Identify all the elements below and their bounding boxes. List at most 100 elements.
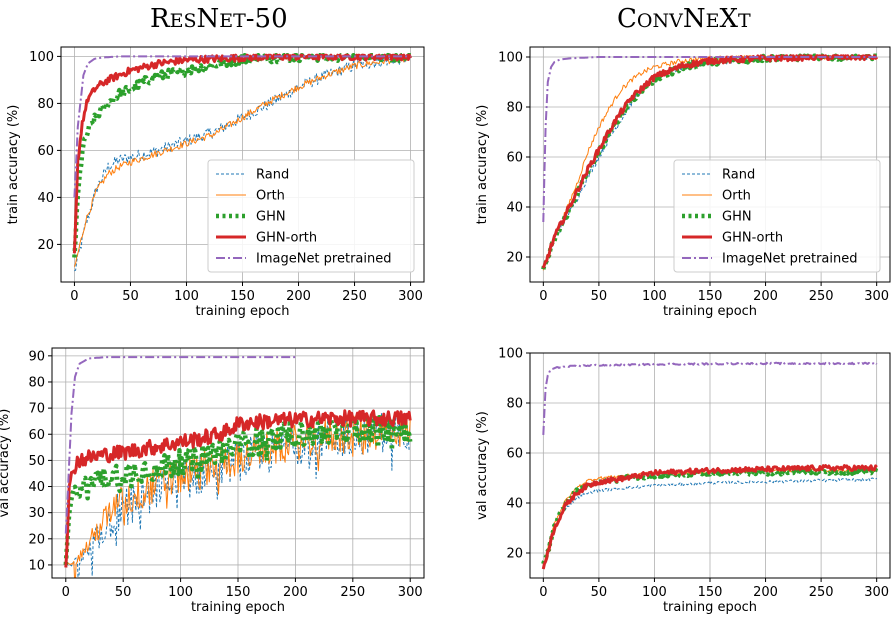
legend-label: ImageNet pretrained <box>256 252 391 267</box>
x-tick-label: 300 <box>398 585 423 600</box>
series-line-ghn-orth <box>541 464 878 570</box>
x-tick-label: 50 <box>591 289 608 304</box>
legend: Rand Orth GHN GHN-orth ImageNet pretrained <box>207 159 415 273</box>
y-tick-label: 30 <box>28 506 45 521</box>
convnext-column-title: CONVNEXT <box>617 4 751 34</box>
y-tick-label: 90 <box>28 349 45 364</box>
x-tick-label: 300 <box>398 289 423 304</box>
legend-label: GHN-orth <box>256 231 317 246</box>
y-tick-label: 20 <box>506 547 523 562</box>
y-tick-label: 80 <box>506 397 523 412</box>
series-group <box>72 52 412 272</box>
legend-label: Rand <box>722 168 755 183</box>
title-part: E <box>705 10 720 32</box>
x-tick-label: 200 <box>283 585 308 600</box>
y-tick-label: 20 <box>37 238 54 253</box>
x-tick-label: 50 <box>122 289 139 304</box>
x-axis-label: training epoch <box>195 304 289 319</box>
title-part: ONV <box>636 10 683 32</box>
x-tick-label: 200 <box>753 585 778 600</box>
y-tick-label: 70 <box>28 402 45 417</box>
y-tick-label: 80 <box>37 97 54 112</box>
y-tick-label: 40 <box>37 191 54 206</box>
legend-label: GHN-orth <box>722 231 783 246</box>
x-tick-label: 100 <box>642 585 667 600</box>
legend-label: Rand <box>256 168 289 183</box>
series-line-ghn-orth <box>64 409 412 568</box>
series-line-orth <box>65 413 411 578</box>
y-axis-label: train accuracy (%) <box>475 105 490 225</box>
title-part: T <box>737 10 751 32</box>
x-tick-label: 0 <box>539 289 547 304</box>
x-tick-label: 150 <box>698 585 723 600</box>
title-part: N <box>682 4 706 34</box>
series-line-ghn-orth <box>541 54 879 269</box>
x-tick-label: 0 <box>70 289 78 304</box>
title-part: N <box>196 4 220 34</box>
x-tick-label: 100 <box>642 289 667 304</box>
x-tick-label: 250 <box>809 585 834 600</box>
x-tick-label: 100 <box>174 289 199 304</box>
series-group <box>541 361 879 570</box>
legend-label: GHN <box>256 210 286 225</box>
title-part: -50 <box>245 4 288 34</box>
x-tick-label: 150 <box>698 289 723 304</box>
y-tick-label: 80 <box>28 375 45 390</box>
y-tick-label: 60 <box>37 144 54 159</box>
y-tick-label: 60 <box>506 447 523 462</box>
y-tick-label: 40 <box>506 497 523 512</box>
y-tick-label: 50 <box>28 454 45 469</box>
resnet50-column-title: RESNET-50 <box>150 4 288 34</box>
series-group <box>541 53 879 271</box>
x-tick-label: 200 <box>286 289 311 304</box>
x-tick-label: 150 <box>226 585 251 600</box>
series-line-rand <box>542 477 878 566</box>
series-line-ghn <box>63 414 413 566</box>
y-tick-label: 10 <box>28 558 45 573</box>
y-tick-label: 40 <box>506 201 523 216</box>
x-tick-label: 150 <box>230 289 255 304</box>
series-line-ghn-orth <box>72 53 412 254</box>
chart-resnet-val: 0 50 100 150 200 250 300 10 20 30 40 50 60 70 80 90 trai… <box>0 347 425 615</box>
y-tick-label: 40 <box>28 480 45 495</box>
x-tick-label: 0 <box>539 585 547 600</box>
x-tick-label: 250 <box>340 585 365 600</box>
title-part: C <box>617 4 637 34</box>
x-tick-label: 200 <box>753 289 778 304</box>
x-tick-label: 300 <box>864 289 889 304</box>
y-tick-label: 20 <box>506 251 523 266</box>
y-tick-label: 100 <box>498 51 523 66</box>
x-tick-label: 250 <box>342 289 367 304</box>
x-tick-label: 300 <box>864 585 889 600</box>
x-axis-label: training epoch <box>191 600 285 615</box>
legend-label: Orth <box>722 189 751 204</box>
title-part: ET <box>219 10 246 32</box>
legend-label: Orth <box>256 189 285 204</box>
legend-box <box>673 159 881 273</box>
x-axis-label: training epoch <box>663 600 757 615</box>
x-axis-label: training epoch <box>663 304 757 319</box>
legend-box <box>207 159 415 273</box>
series-line-imagenet-pretrained <box>73 55 411 198</box>
y-axis-label: val accuracy (%) <box>475 411 490 520</box>
series-group <box>63 356 413 578</box>
title-part: R <box>150 4 170 34</box>
x-tick-label: 0 <box>62 585 70 600</box>
y-tick-label: 60 <box>28 428 45 443</box>
legend-label: ImageNet pretrained <box>722 252 857 267</box>
title-part: X <box>719 4 738 34</box>
series-line-imagenet-pretrained <box>542 361 878 435</box>
x-tick-label: 50 <box>115 585 132 600</box>
series-line-imagenet-pretrained <box>542 56 877 223</box>
y-axis-label: val accuracy (%) <box>0 409 12 518</box>
legend: Rand Orth GHN GHN-orth ImageNet pretrained <box>673 159 881 273</box>
x-tick-label: 250 <box>809 289 834 304</box>
y-tick-label: 60 <box>506 151 523 166</box>
series-line-orth <box>73 54 411 267</box>
title-part: ES <box>169 10 197 32</box>
series-line-imagenet-pretrained <box>64 356 296 534</box>
